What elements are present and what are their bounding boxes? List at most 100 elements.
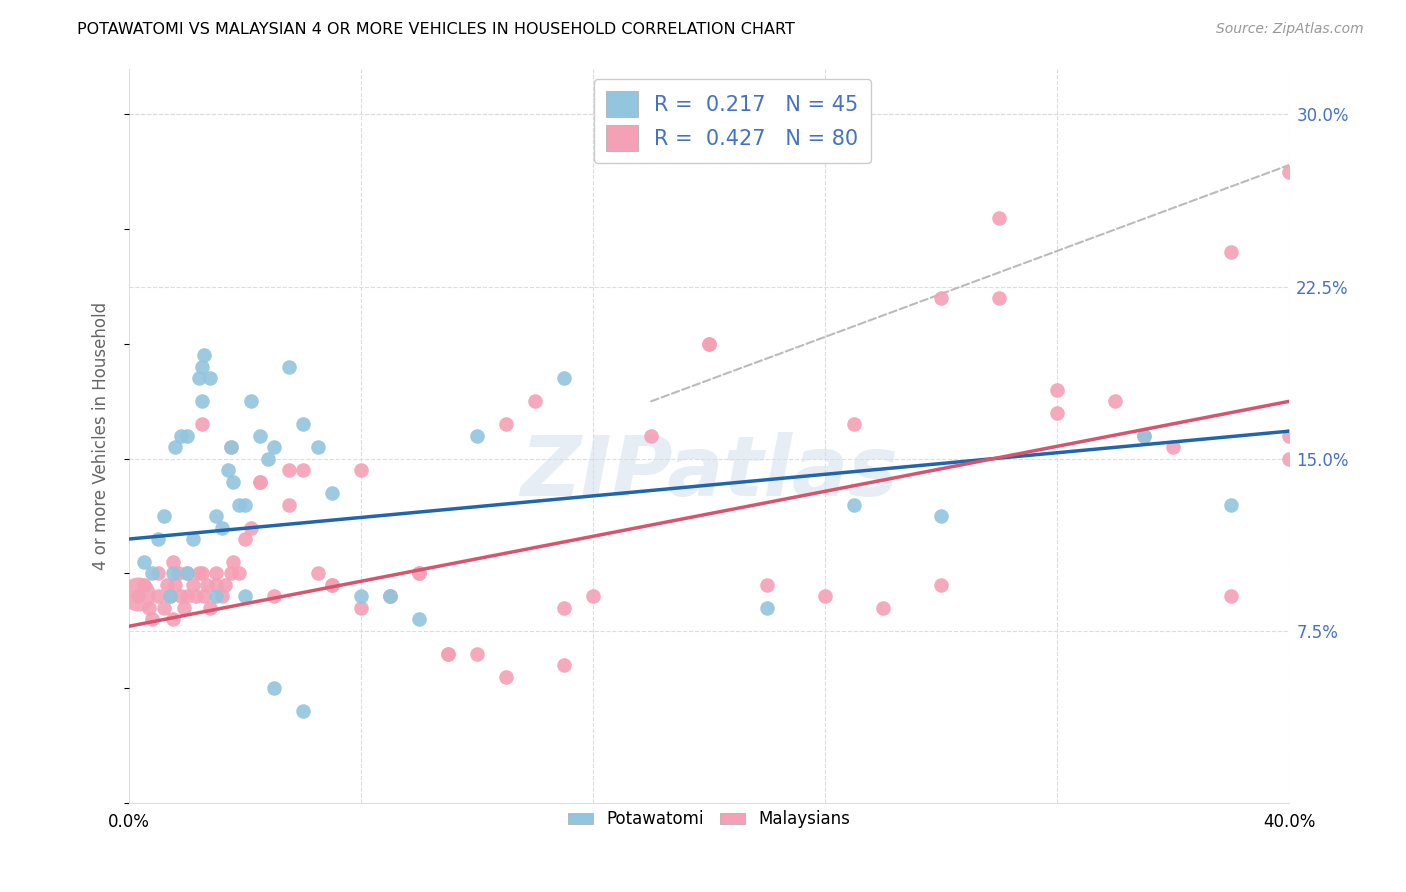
Point xyxy=(156,578,179,592)
Point xyxy=(872,600,894,615)
Point xyxy=(176,428,198,442)
Point xyxy=(181,532,204,546)
Point xyxy=(165,440,187,454)
Point xyxy=(146,590,169,604)
Point xyxy=(697,337,720,351)
Point xyxy=(292,417,315,432)
Point xyxy=(988,211,1011,225)
Point xyxy=(146,532,169,546)
Point xyxy=(465,647,488,661)
Point xyxy=(162,566,184,581)
Point xyxy=(141,566,163,581)
Y-axis label: 4 or more Vehicles in Household: 4 or more Vehicles in Household xyxy=(93,301,110,570)
Point xyxy=(222,475,245,489)
Point xyxy=(190,417,212,432)
Point xyxy=(553,658,575,673)
Point xyxy=(239,394,262,409)
Point xyxy=(495,417,517,432)
Point xyxy=(239,520,262,534)
Point xyxy=(170,590,193,604)
Point xyxy=(263,440,285,454)
Point xyxy=(321,578,343,592)
Point xyxy=(205,578,228,592)
Point xyxy=(165,578,187,592)
Point xyxy=(222,555,245,569)
Point xyxy=(141,612,163,626)
Point xyxy=(127,590,149,604)
Point xyxy=(211,520,233,534)
Point xyxy=(350,463,373,477)
Point xyxy=(153,600,176,615)
Point xyxy=(1278,165,1301,179)
Point xyxy=(321,486,343,500)
Text: Source: ZipAtlas.com: Source: ZipAtlas.com xyxy=(1216,22,1364,37)
Point xyxy=(1278,451,1301,466)
Point xyxy=(205,566,228,581)
Point xyxy=(263,681,285,696)
Point xyxy=(181,578,204,592)
Point xyxy=(162,612,184,626)
Point xyxy=(173,600,195,615)
Point xyxy=(127,587,149,601)
Point xyxy=(1104,394,1126,409)
Point xyxy=(1161,440,1184,454)
Point xyxy=(465,428,488,442)
Point xyxy=(553,371,575,385)
Point xyxy=(184,590,207,604)
Point xyxy=(132,555,155,569)
Point xyxy=(176,590,198,604)
Point xyxy=(408,566,430,581)
Point xyxy=(219,440,242,454)
Point xyxy=(277,359,299,374)
Point xyxy=(190,359,212,374)
Point xyxy=(844,498,866,512)
Point xyxy=(321,578,343,592)
Point xyxy=(408,612,430,626)
Point xyxy=(249,475,271,489)
Point xyxy=(193,590,215,604)
Point xyxy=(197,578,219,592)
Point xyxy=(1220,245,1243,260)
Point xyxy=(200,600,222,615)
Point xyxy=(844,417,866,432)
Point xyxy=(1278,428,1301,442)
Point xyxy=(176,566,198,581)
Text: ZIPatlas: ZIPatlas xyxy=(520,432,898,513)
Point xyxy=(553,600,575,615)
Point xyxy=(350,600,373,615)
Point xyxy=(1133,428,1156,442)
Point xyxy=(929,291,952,305)
Point xyxy=(146,566,169,581)
Point xyxy=(200,371,222,385)
Point xyxy=(190,566,212,581)
Point xyxy=(437,647,460,661)
Point xyxy=(249,428,271,442)
Point xyxy=(756,578,779,592)
Point xyxy=(929,578,952,592)
Point xyxy=(350,590,373,604)
Point xyxy=(219,440,242,454)
Point xyxy=(1220,498,1243,512)
Point xyxy=(176,566,198,581)
Point xyxy=(190,394,212,409)
Point xyxy=(193,348,215,362)
Point xyxy=(205,509,228,524)
Point xyxy=(292,704,315,718)
Point xyxy=(153,509,176,524)
Point xyxy=(187,566,209,581)
Point xyxy=(277,463,299,477)
Point xyxy=(263,590,285,604)
Point xyxy=(170,428,193,442)
Point xyxy=(307,566,329,581)
Point xyxy=(233,590,256,604)
Point xyxy=(249,475,271,489)
Point xyxy=(988,291,1011,305)
Point xyxy=(217,463,239,477)
Point xyxy=(138,600,160,615)
Point xyxy=(228,498,250,512)
Point xyxy=(929,509,952,524)
Point xyxy=(1046,383,1069,397)
Point xyxy=(1220,590,1243,604)
Point xyxy=(437,647,460,661)
Point xyxy=(159,590,181,604)
